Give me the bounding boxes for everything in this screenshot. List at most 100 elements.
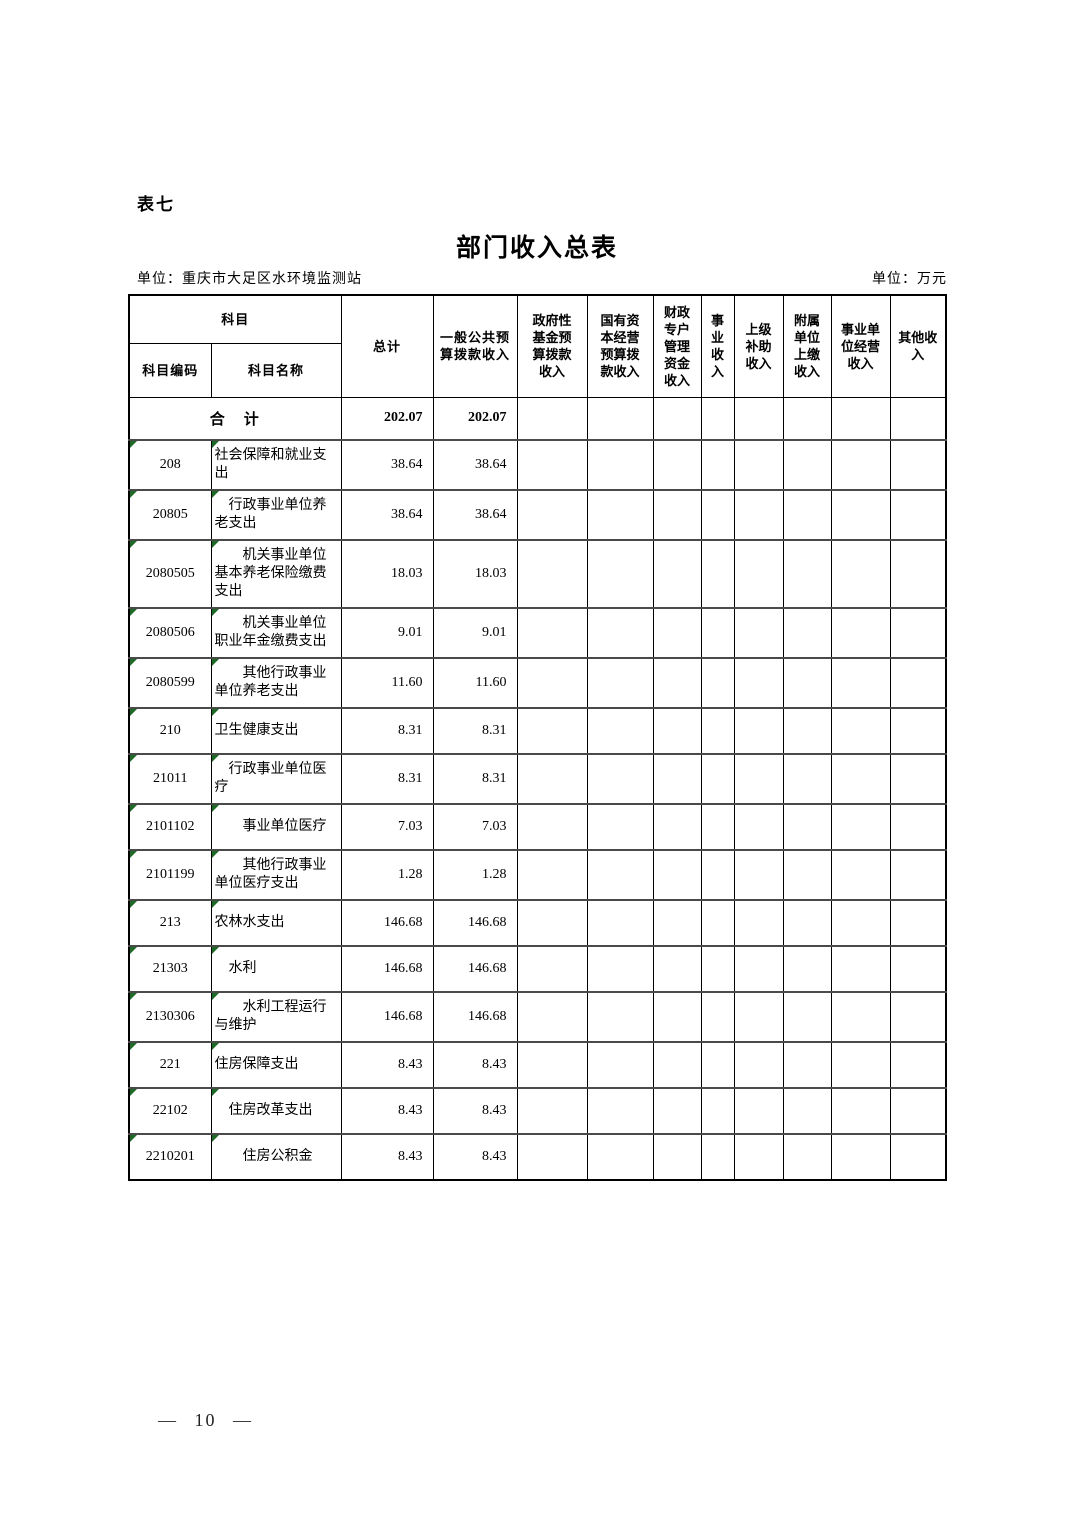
empty-cell <box>700 396 735 441</box>
grand-total-label: 合 计 <box>128 396 342 441</box>
empty-cell <box>733 803 784 851</box>
header-subject: 科目 <box>128 294 342 344</box>
subject-name-cell: 农林水支出 <box>210 899 342 947</box>
empty-cell <box>700 657 735 709</box>
cell-corner-flag-icon <box>211 1135 219 1142</box>
subject-code: 20805 <box>152 507 188 522</box>
empty-cell <box>700 1133 735 1181</box>
empty-cell <box>700 945 735 993</box>
grand-total-general-budget-value: 202.07 <box>432 396 518 441</box>
subject-name-cell: 行政事业单位医疗 <box>210 753 342 805</box>
empty-cell <box>586 707 654 755</box>
empty-cell <box>733 539 784 609</box>
subject-name: 行政事业单位医疗 <box>214 762 327 795</box>
cell-corner-flag-icon <box>211 709 219 716</box>
empty-cell <box>586 539 654 609</box>
cell-corner-flag-icon <box>130 659 137 666</box>
empty-cell <box>830 753 891 805</box>
empty-cell <box>889 707 947 755</box>
empty-cell <box>733 945 784 993</box>
empty-cell <box>782 899 832 947</box>
empty-cell <box>889 657 947 709</box>
subject-name-cell: 住房公积金 <box>210 1133 342 1181</box>
empty-cell <box>652 439 702 491</box>
empty-cell <box>782 753 832 805</box>
empty-cell <box>889 396 947 441</box>
general-budget-value-cell: 18.03 <box>432 539 518 609</box>
subject-code: 221 <box>159 1057 181 1072</box>
empty-cell <box>830 439 891 491</box>
general-budget-value-cell: 9.01 <box>432 607 518 659</box>
empty-cell <box>586 1041 654 1089</box>
empty-cell <box>652 1133 702 1181</box>
subject-code-cell: 221 <box>128 1041 212 1089</box>
empty-cell <box>700 1087 735 1135</box>
empty-cell <box>733 396 784 441</box>
total-value-cell: 7.03 <box>340 803 434 851</box>
empty-cell <box>889 1041 947 1089</box>
empty-cell <box>652 803 702 851</box>
cell-corner-flag-icon <box>211 609 219 616</box>
empty-cell <box>652 945 702 993</box>
empty-cell <box>733 1041 784 1089</box>
cell-corner-flag-icon <box>211 805 219 812</box>
subject-name: 事业单位医疗 <box>242 819 327 834</box>
empty-cell <box>516 1087 588 1135</box>
subject-code: 213 <box>159 915 181 930</box>
header-superior-subsidy-income: 上级补助收入 <box>733 294 784 398</box>
cell-corner-flag-icon <box>130 993 137 1000</box>
cell-corner-flag-icon <box>211 1043 219 1050</box>
empty-cell <box>652 899 702 947</box>
general-budget-value-cell: 8.43 <box>432 1087 518 1135</box>
empty-cell <box>516 539 588 609</box>
table-row: 2130306 水利工程运行与维护 146.68 146.68 <box>128 991 947 1043</box>
cell-corner-flag-icon <box>211 541 219 548</box>
subject-name-cell: 住房改革支出 <box>210 1087 342 1135</box>
empty-cell <box>782 489 832 541</box>
empty-cell <box>586 849 654 901</box>
subject-code: 2080599 <box>145 675 195 690</box>
subject-code-cell: 208 <box>128 439 212 491</box>
empty-cell <box>652 753 702 805</box>
cell-corner-flag-icon <box>211 441 219 448</box>
subject-name: 住房改革支出 <box>228 1103 313 1118</box>
empty-cell <box>586 439 654 491</box>
empty-cell <box>889 753 947 805</box>
empty-cell <box>830 849 891 901</box>
table-row: 213 农林水支出 146.68 146.68 <box>128 899 947 947</box>
empty-cell <box>516 991 588 1043</box>
empty-cell <box>889 439 947 491</box>
empty-cell <box>700 1041 735 1089</box>
subject-name: 卫生健康支出 <box>214 723 299 738</box>
subject-name-cell: 卫生健康支出 <box>210 707 342 755</box>
header-business-income: 事业收入 <box>700 294 735 398</box>
empty-cell <box>830 707 891 755</box>
empty-cell <box>516 396 588 441</box>
subject-name: 水利 <box>228 961 257 976</box>
empty-cell <box>889 849 947 901</box>
empty-cell <box>700 803 735 851</box>
subject-code-cell: 2130306 <box>128 991 212 1043</box>
total-value-cell: 8.43 <box>340 1041 434 1089</box>
subject-name: 其他行政事业单位养老支出 <box>214 666 327 699</box>
total-value-cell: 9.01 <box>340 607 434 659</box>
empty-cell <box>782 539 832 609</box>
table-row: 208 社会保障和就业支出 38.64 38.64 <box>128 439 947 491</box>
empty-cell <box>733 489 784 541</box>
empty-cell <box>782 396 832 441</box>
table-row: 2080506 机关事业单位职业年金缴费支出 9.01 9.01 <box>128 607 947 659</box>
cell-corner-flag-icon <box>130 709 137 716</box>
subject-code: 2080506 <box>145 625 195 640</box>
subject-name: 社会保障和就业支出 <box>214 448 327 481</box>
empty-cell <box>700 489 735 541</box>
cell-corner-flag-icon <box>130 609 137 616</box>
general-budget-value-cell: 8.31 <box>432 753 518 805</box>
table-row: 221 住房保障支出 8.43 8.43 <box>128 1041 947 1089</box>
empty-cell <box>830 657 891 709</box>
header-subject-code: 科目编码 <box>128 342 212 398</box>
cell-corner-flag-icon <box>130 1043 137 1050</box>
subject-name-cell: 其他行政事业单位医疗支出 <box>210 849 342 901</box>
empty-cell <box>700 539 735 609</box>
empty-cell <box>516 439 588 491</box>
